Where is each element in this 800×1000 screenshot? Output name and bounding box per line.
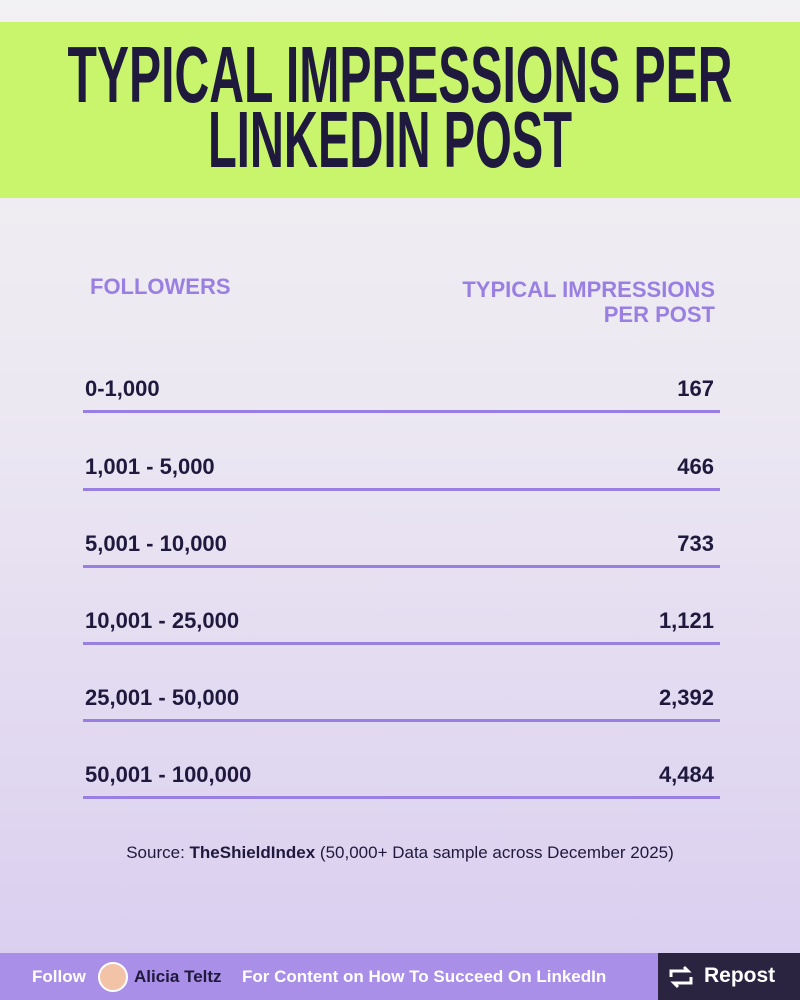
table-row: 25,001 - 50,000 2,392 [83,679,720,722]
tagline: For Content on How To Succeed On LinkedI… [242,967,607,986]
impressions: 1,121 [658,608,714,633]
source-label: Source: [126,843,185,862]
title-line: LINKEDIN POST [208,95,572,184]
impressions: 466 [677,454,714,479]
title-line: TYPICAL IMPRESSIONS PER [68,30,733,119]
footer: Follow Alicia Teltz For Content on How T… [0,953,800,1000]
followers: 10,001 - 25,000 [85,608,240,633]
repost-label: Repost [704,964,776,987]
column-header: TYPICAL IMPRESSIONS PER POST [462,277,715,327]
repost-icon [669,965,693,989]
impressions: 167 [677,376,714,401]
title: TYPICAL IMPRESSIONS PER LINKEDIN POST [68,30,733,184]
source-note: (50,000+ Data sample across December 202… [319,843,674,862]
author: Alicia Teltz [134,967,222,986]
table-row: 10,001 - 25,000 1,121 [83,602,720,645]
impressions: 2,392 [658,685,714,710]
header-band: TYPICAL IMPRESSIONS PER LINKEDIN POST [0,22,800,198]
table-row: 0-1,000 167 [83,370,720,413]
followers: 1,001 - 5,000 [85,454,215,479]
source-name: TheShieldIndex [189,843,316,862]
table-row: 5,001 - 10,000 733 [83,525,720,568]
avatar [98,962,128,992]
table-row: 50,001 - 100,000 4,484 [83,756,720,799]
followers: 0-1,000 [85,376,160,401]
repost-button[interactable]: Repost [658,953,800,1000]
follow: Follow [32,967,86,986]
followers: 50,001 - 100,000 [85,762,252,787]
column-header: FOLLOWERS [90,274,231,299]
followers: 25,001 - 50,000 [85,685,240,710]
source: Source: TheShieldIndex (50,000+ Data sam… [0,843,800,863]
impressions: 4,484 [658,762,714,787]
impressions: 733 [677,531,714,556]
table-row: 1,001 - 5,000 466 [83,448,720,491]
followers: 5,001 - 10,000 [85,531,227,556]
